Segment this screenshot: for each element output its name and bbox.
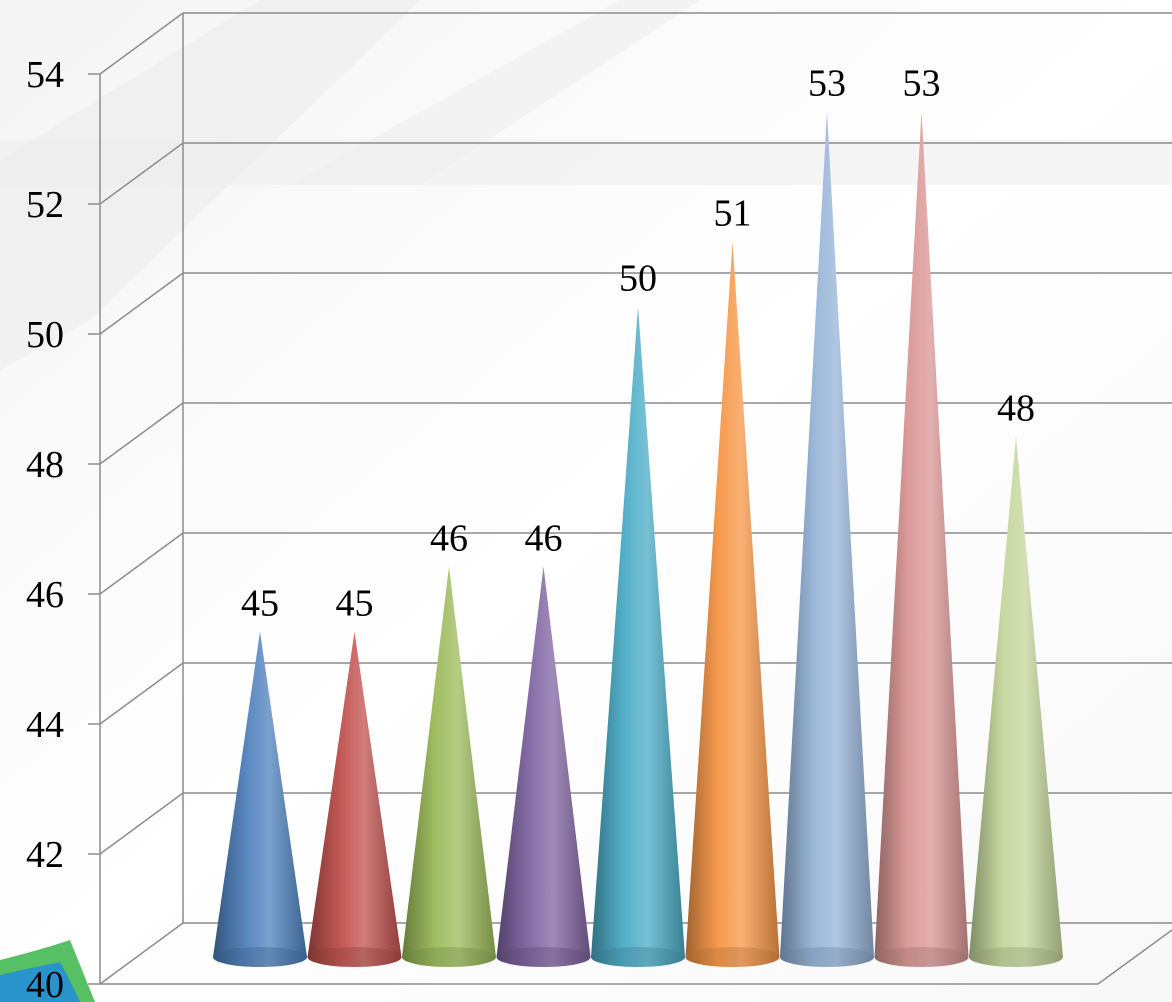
cone-base <box>307 947 402 967</box>
data-label: 45 <box>336 583 374 625</box>
data-label: 45 <box>241 583 279 625</box>
gridline <box>88 12 1172 75</box>
data-label: 46 <box>430 518 468 560</box>
cone-base <box>969 947 1063 967</box>
cone-base <box>874 947 969 967</box>
cone-base <box>591 947 685 967</box>
cone-bar <box>591 306 685 967</box>
cone-bar <box>213 631 307 967</box>
cone-body <box>969 436 1063 967</box>
y-tick-label: 42 <box>26 834 64 876</box>
y-tick-label: 50 <box>26 314 64 356</box>
data-label: 53 <box>808 63 846 105</box>
data-label: 48 <box>997 388 1035 430</box>
cone-body <box>402 566 496 967</box>
cone-bar <box>496 566 591 968</box>
cone-bar <box>307 631 402 968</box>
background-band <box>0 140 1172 185</box>
data-label: 51 <box>714 193 752 235</box>
gridline <box>88 142 1172 205</box>
cone-base <box>496 947 591 967</box>
corner-decoration <box>0 962 80 1002</box>
cone-body <box>685 241 780 968</box>
cone-bar <box>780 111 874 967</box>
cone-base <box>213 947 307 967</box>
cone-base <box>780 947 874 967</box>
y-axis-tick-labels: 40 42 44 46 48 50 52 54 <box>26 54 64 1002</box>
data-label: 50 <box>619 258 657 300</box>
cone-body <box>213 631 307 967</box>
data-labels: 45 45 46 46 50 51 53 53 48 <box>241 63 1035 625</box>
y-tick-label: 46 <box>26 574 64 616</box>
gridline <box>88 532 1172 595</box>
cone-bar <box>969 436 1063 967</box>
y-tick-label: 48 <box>26 444 64 486</box>
background-streak <box>290 0 700 185</box>
cone-base <box>402 947 496 967</box>
gridline <box>88 272 1172 335</box>
cone-body <box>496 566 591 968</box>
cone-series <box>213 111 1063 968</box>
cone-bar <box>874 111 969 968</box>
cone-bar <box>685 241 780 968</box>
y-tick-label: 44 <box>26 704 64 746</box>
cone-body <box>307 631 402 968</box>
y-tick-label: 54 <box>26 54 64 96</box>
cone-bar <box>402 566 496 967</box>
cone-base <box>685 947 780 967</box>
cone-body <box>874 111 969 968</box>
data-label: 53 <box>903 63 941 105</box>
gridline <box>88 402 1172 465</box>
data-label: 46 <box>525 518 563 560</box>
cone-body <box>780 111 874 967</box>
y-tick-label: 40 <box>26 964 64 1002</box>
cone-body <box>591 306 685 967</box>
y-tick-label: 52 <box>26 184 64 226</box>
